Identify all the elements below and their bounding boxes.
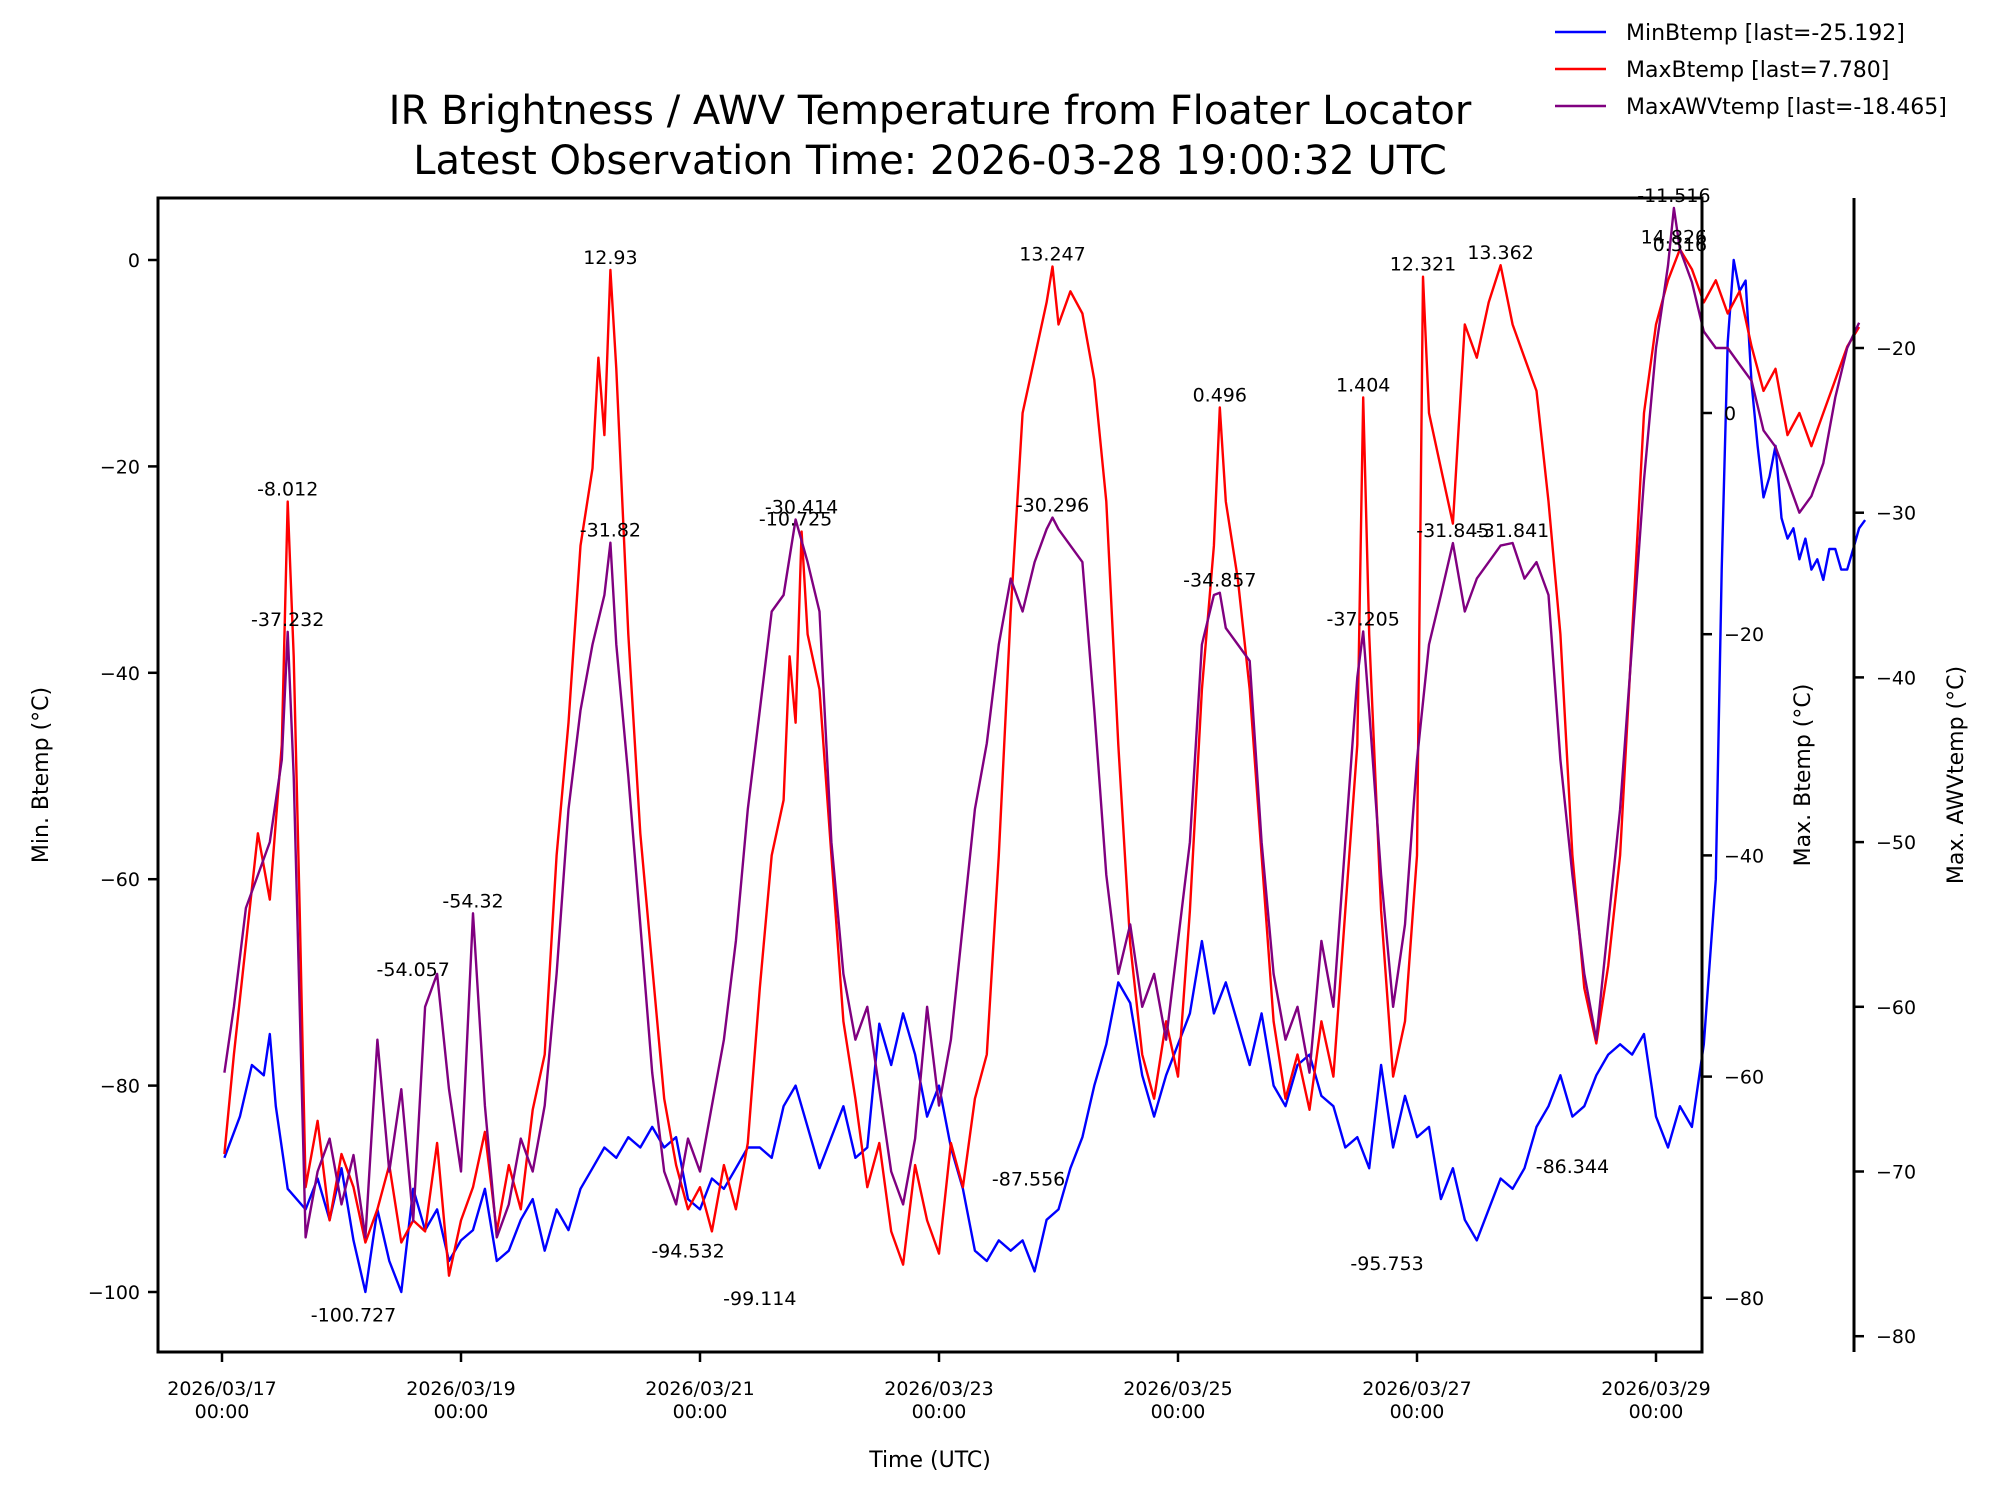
x-tick-label: 2026/03/19: [406, 1378, 516, 1400]
left-tick-label: 0: [128, 250, 140, 272]
right2-tick-label: −40: [1876, 667, 1916, 689]
x-tick-label-time: 00:00: [1151, 1401, 1206, 1423]
annotation-label: -94.532: [651, 1241, 724, 1263]
x-tick-label: 2026/03/23: [884, 1378, 994, 1400]
series-line-maxbtemp: [223, 248, 1861, 1277]
annotation-label: 0.496: [1193, 385, 1247, 407]
x-tick-label-time: 00:00: [434, 1401, 489, 1423]
annotation-label: 13.247: [1019, 244, 1085, 266]
annotation-label: -54.057: [377, 959, 450, 981]
annotation-label: -87.556: [992, 1169, 1065, 1191]
right-tick-label: −40: [1724, 845, 1764, 867]
x-tick-label: 2026/03/21: [645, 1378, 755, 1400]
annotation-label: 0.316: [1653, 234, 1707, 256]
plot-frame: [156, 196, 1704, 1354]
x-tick-label-time: 00:00: [673, 1401, 728, 1423]
annotation-label: -31.841: [1476, 520, 1549, 542]
left-tick-label: −20: [100, 456, 140, 478]
annotation-label: -31.845: [1416, 520, 1489, 542]
annotation-label: -86.344: [1536, 1156, 1609, 1178]
annotation-label: 1.404: [1336, 375, 1390, 397]
x-tick-label-time: 00:00: [912, 1401, 967, 1423]
left-tick-label: −40: [100, 663, 140, 685]
x-tick-label: 2026/03/27: [1362, 1378, 1472, 1400]
annotation-label: -10.725: [759, 509, 832, 531]
annotation-label: 12.321: [1390, 254, 1456, 276]
left-axis-label: Min. Btemp (°C): [29, 687, 54, 863]
annotation-label: 14.826: [1641, 226, 1707, 248]
annotation-label: -30.296: [1016, 495, 1089, 517]
right2-tick-label: −30: [1876, 503, 1916, 525]
annotation-label: -100.727: [311, 1305, 396, 1327]
legend-label-minbtemp: MinBtemp [last=-25.192]: [1626, 21, 1905, 46]
chart-subtitle: Latest Observation Time: 2026-03-28 19:0…: [413, 138, 1447, 184]
legend-label-maxawvtemp: MaxAWVtemp [last=-18.465]: [1626, 95, 1947, 120]
right-axis-label: Max. Btemp (°C): [1791, 684, 1816, 867]
legend: MinBtemp [last=-25.192] MaxBtemp [last=7…: [1555, 21, 1947, 120]
annotation-label: -37.232: [251, 609, 324, 631]
third-axis-label: Max. AWVtemp (°C): [1944, 666, 1969, 884]
right-tick-label: 0: [1724, 403, 1736, 425]
right-tick-label: −80: [1724, 1288, 1764, 1310]
left-tick-label: −80: [100, 1076, 140, 1098]
x-tick-label-time: 00:00: [1390, 1401, 1445, 1423]
series-layer: [223, 206, 1867, 1294]
annotation-label: -11.516: [1637, 185, 1710, 207]
left-tick-label: −60: [100, 869, 140, 891]
annotation-label: -95.753: [1350, 1253, 1423, 1275]
right2-tick-label: −20: [1876, 338, 1916, 360]
x-tick-label-time: 00:00: [1629, 1401, 1684, 1423]
annotation-label: -30.414: [765, 497, 838, 519]
annotation-label: -31.82: [580, 520, 641, 542]
x-tick-label: 2026/03/17: [167, 1378, 277, 1400]
right2-tick-label: −60: [1876, 997, 1916, 1019]
annotation-label: -99.114: [723, 1288, 796, 1310]
left-tick-label: −100: [88, 1282, 140, 1304]
right2-tick-label: −50: [1876, 832, 1916, 854]
right-tick-label: −60: [1724, 1067, 1764, 1089]
x-tick-label: 2026/03/25: [1123, 1378, 1233, 1400]
x-tick-label: 2026/03/29: [1601, 1378, 1711, 1400]
annotation-label: -8.012: [257, 479, 318, 501]
x-axis-ticks: 2026/03/1700:002026/03/1900:002026/03/21…: [167, 1352, 1711, 1423]
series-line-minbtemp: [223, 258, 1867, 1294]
annotation-label: -34.857: [1183, 570, 1256, 592]
chart-title: IR Brightness / AWV Temperature from Flo…: [389, 88, 1472, 134]
right2-tick-label: −80: [1876, 1326, 1916, 1348]
series-line-maxawvtemp: [223, 206, 1861, 1239]
annotation-label: 12.93: [583, 247, 637, 269]
annotation-label: -54.32: [442, 890, 503, 912]
annotation-layer: -8.012 -37.232 -100.727 -54.057 -54.32 12.93 -…: [251, 185, 1711, 1327]
right2-tick-label: −70: [1876, 1162, 1916, 1184]
right-tick-label: −20: [1724, 624, 1764, 646]
legend-label-maxbtemp: MaxBtemp [last=7.780]: [1626, 58, 1889, 83]
annotation-label: -37.205: [1327, 608, 1400, 630]
x-tick-label-time: 00:00: [195, 1401, 250, 1423]
y-axis-ticks: 0 −20 −40 −60 −80 −100 0 −20 −40 −60 −80 −20 −30 −40 −…: [88, 250, 1916, 1348]
annotation-label: 13.362: [1467, 242, 1533, 264]
x-axis-label: Time (UTC): [868, 1448, 991, 1473]
